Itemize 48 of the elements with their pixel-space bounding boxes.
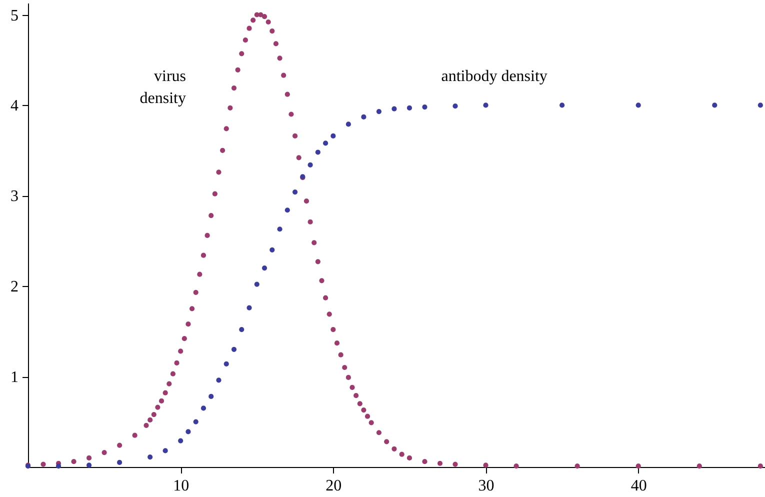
point xyxy=(422,104,428,110)
point xyxy=(483,102,488,108)
point xyxy=(361,114,366,120)
point xyxy=(246,305,252,310)
point xyxy=(178,438,184,444)
point xyxy=(277,226,282,232)
point xyxy=(315,150,320,155)
point xyxy=(186,429,191,434)
point xyxy=(376,108,382,114)
point xyxy=(406,105,412,110)
point xyxy=(270,247,275,252)
point xyxy=(330,133,336,139)
point xyxy=(284,208,290,213)
point xyxy=(254,282,260,287)
point xyxy=(117,460,122,466)
x-tick-label: 40 xyxy=(630,478,647,494)
point xyxy=(262,265,268,271)
point xyxy=(392,106,397,112)
y-tick-label: 5 xyxy=(10,7,18,24)
point xyxy=(452,104,458,109)
y-tick-label: 4 xyxy=(10,98,18,115)
point xyxy=(292,189,298,195)
point xyxy=(86,462,92,468)
point xyxy=(193,419,198,424)
point xyxy=(56,464,62,469)
text: virus density xyxy=(140,68,186,108)
y-tick-label: 2 xyxy=(10,278,18,296)
point xyxy=(758,102,763,108)
point xyxy=(162,448,168,454)
point xyxy=(712,102,718,108)
point xyxy=(322,140,328,146)
x-tick-label: 30 xyxy=(478,478,494,494)
point xyxy=(208,394,214,399)
point xyxy=(560,102,565,108)
point xyxy=(148,454,153,460)
series-label: antibody density xyxy=(441,68,548,85)
point xyxy=(200,406,206,411)
point xyxy=(231,346,237,352)
y-tick-label: 1 xyxy=(10,369,18,386)
x-tick-label: 10 xyxy=(173,478,190,494)
point xyxy=(346,122,351,127)
point xyxy=(239,326,244,332)
x-tick-label: 20 xyxy=(326,478,342,494)
point xyxy=(636,102,641,108)
point xyxy=(224,361,229,366)
y-tick-label: 3 xyxy=(10,188,18,206)
point xyxy=(216,378,222,383)
point xyxy=(308,162,313,168)
